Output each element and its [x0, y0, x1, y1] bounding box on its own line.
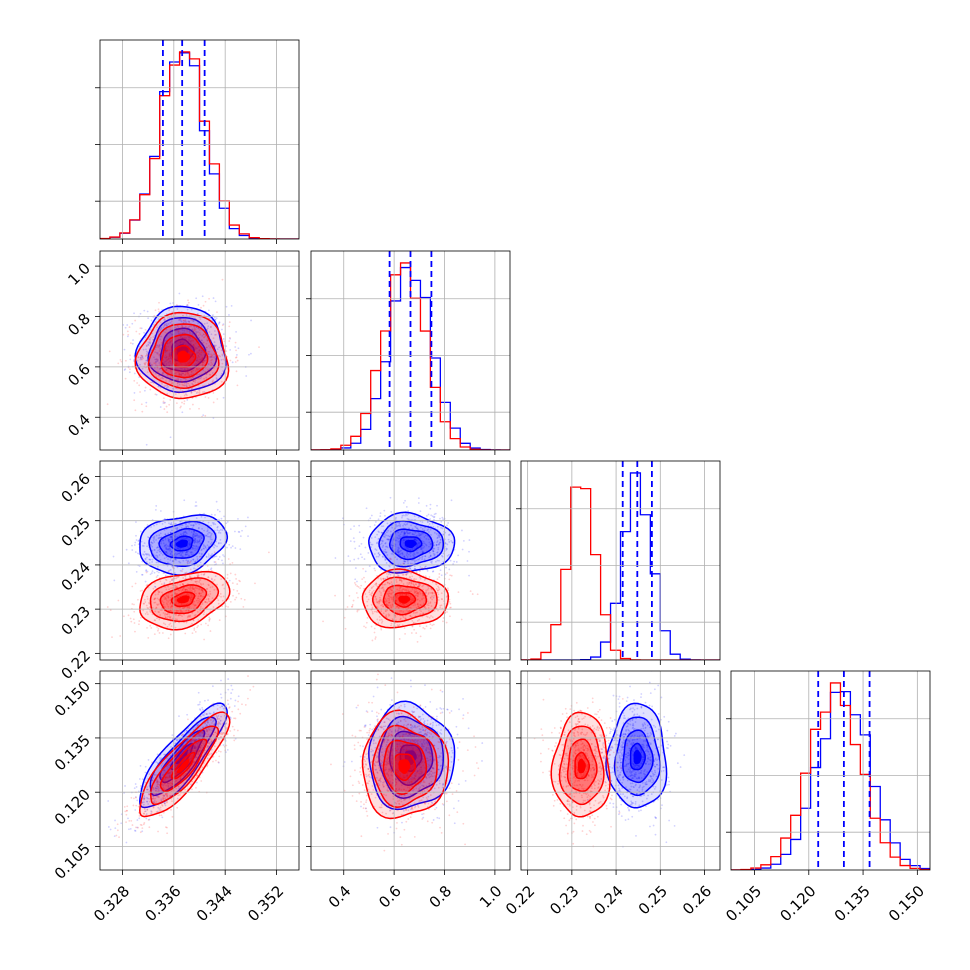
- contour-line-series-1: [550, 711, 611, 818]
- contour-core-series-0: [175, 749, 189, 764]
- panel-1-1: [306, 250, 511, 455]
- contour-line-series-1: [134, 311, 230, 400]
- contour-line-series-0: [629, 742, 646, 771]
- contour-line-series-1: [371, 724, 438, 809]
- x-tick-label: 0.105: [722, 882, 765, 925]
- panel-frame: [520, 460, 721, 661]
- contour-line-series-1: [566, 738, 598, 793]
- panel-frame: [730, 670, 931, 871]
- contour-line-series-1: [371, 576, 438, 623]
- x-tick-label: 0.24: [590, 882, 626, 918]
- panel-3-0: [95, 670, 300, 875]
- panel-1-0: [95, 250, 300, 455]
- y-tick-label: 0.22: [58, 647, 94, 683]
- histogram-series-1: [731, 682, 930, 870]
- contour-line-series-0: [169, 742, 194, 771]
- contour-line-series-0: [622, 729, 654, 784]
- x-tick-label: 0.328: [90, 882, 133, 925]
- contour-line-series-1: [139, 570, 231, 631]
- x-tick-label: 0.25: [635, 882, 671, 918]
- contour-line-series-0: [159, 327, 207, 373]
- x-tick-label: 0.22: [502, 882, 538, 918]
- x-tick-label: 0.6: [375, 882, 405, 912]
- contour-core-series-1: [177, 350, 191, 363]
- contour-line-series-1: [149, 577, 220, 623]
- x-tick-label: 0.352: [244, 882, 287, 925]
- contour-core-series-0: [404, 539, 417, 549]
- contour-core-series-1: [398, 595, 411, 604]
- x-tick-label: 0.8: [426, 882, 456, 912]
- contour-line-series-0: [368, 700, 456, 811]
- y-tick-label: 0.105: [51, 840, 94, 883]
- contour-line-series-1: [160, 333, 209, 379]
- panel-frame: [99, 39, 300, 240]
- panel-3-3: [726, 670, 931, 875]
- x-tick-label: 0.135: [831, 882, 874, 925]
- contour-line-series-0: [139, 514, 229, 576]
- panel-3-1: [306, 670, 511, 875]
- contour-line-series-0: [388, 528, 434, 561]
- y-tick-label: 0.6: [64, 360, 94, 390]
- contour-line-series-1: [558, 725, 605, 806]
- y-tick-label: 0.135: [51, 731, 94, 774]
- contour-line-series-0: [158, 527, 205, 559]
- x-tick-label: 0.23: [546, 882, 582, 918]
- contour-line-series-0: [148, 520, 217, 568]
- y-tick-label: 0.4: [64, 411, 94, 441]
- contour-core-series-1: [398, 759, 411, 774]
- histogram-series-1: [100, 51, 299, 239]
- y-tick-label: 0.150: [51, 677, 94, 720]
- panel-frame: [99, 460, 300, 661]
- panel-2-2: [516, 460, 721, 665]
- panel-frame: [520, 670, 721, 871]
- y-tick-label: 0.120: [51, 785, 94, 828]
- y-tick-label: 0.23: [58, 602, 94, 638]
- contour-line-series-1: [574, 751, 591, 780]
- panel-2-1: [306, 460, 511, 665]
- contour-line-series-1: [382, 739, 428, 796]
- contour-line-series-0: [378, 520, 445, 568]
- contour-line-series-1: [147, 323, 220, 390]
- contour-core-series-1: [176, 595, 190, 604]
- y-tick-label: 0.25: [58, 514, 94, 550]
- panel-3-2: [516, 670, 721, 875]
- contour-line-series-0: [159, 729, 206, 784]
- contour-line-series-1: [150, 725, 220, 806]
- contour-line-series-0: [399, 536, 423, 553]
- x-tick-label: 0.4: [325, 882, 355, 912]
- contour-core-series-1: [577, 758, 586, 774]
- histogram-series-1: [311, 262, 510, 450]
- panel-frame: [99, 250, 300, 451]
- x-tick-label: 0.120: [776, 882, 819, 925]
- contour-line-series-1: [382, 584, 428, 616]
- y-tick-label: 0.8: [64, 310, 94, 340]
- contour-line-series-0: [605, 702, 668, 809]
- panel-frame: [310, 460, 511, 661]
- y-tick-label: 0.26: [58, 470, 94, 506]
- x-tick-label: 0.26: [679, 882, 715, 918]
- contour-core-series-0: [633, 749, 642, 765]
- panel-2-0: [95, 460, 300, 665]
- contour-line-series-0: [613, 716, 662, 797]
- panel-frame: [310, 670, 511, 871]
- panel-frame: [310, 250, 511, 451]
- x-tick-label: 0.344: [193, 882, 236, 925]
- histogram-series-1: [521, 486, 720, 660]
- contour-line-series-1: [361, 709, 450, 820]
- x-tick-label: 1.0: [476, 882, 506, 912]
- contour-line-series-1: [159, 738, 208, 793]
- contour-core-series-1: [176, 758, 190, 774]
- panel-0-0: [95, 39, 300, 244]
- y-tick-label: 1.0: [64, 259, 94, 289]
- x-tick-label: 0.150: [885, 882, 928, 925]
- y-tick-label: 0.24: [58, 558, 94, 594]
- contour-line-series-1: [139, 711, 231, 818]
- x-tick-label: 0.336: [141, 882, 184, 925]
- contour-line-series-1: [361, 568, 450, 629]
- panel-frame: [99, 670, 300, 871]
- contour-core-series-0: [175, 539, 188, 548]
